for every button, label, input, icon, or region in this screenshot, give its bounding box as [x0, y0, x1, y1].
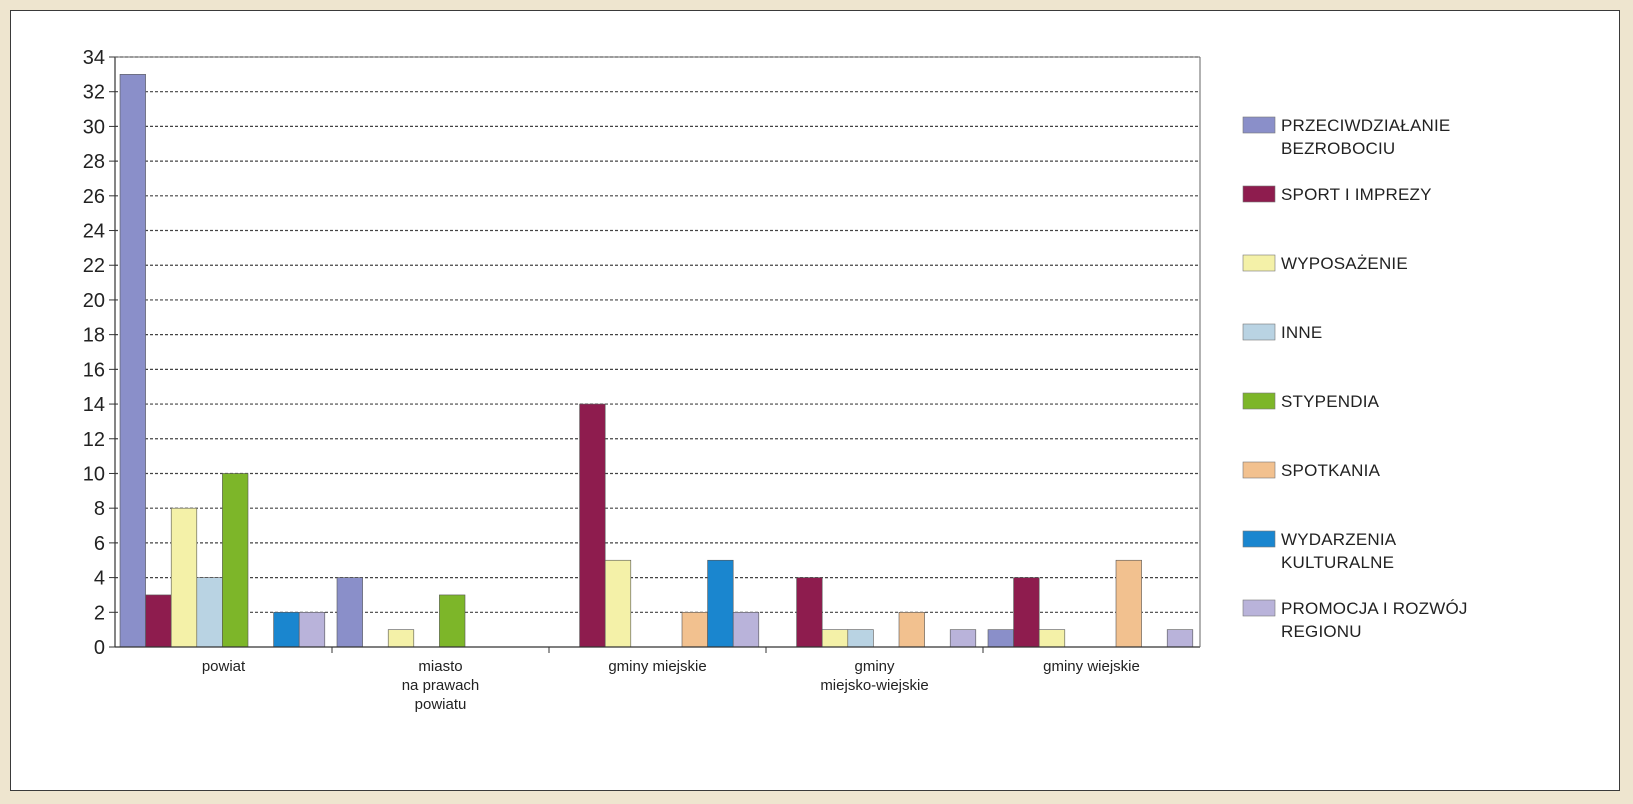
bar: [387, 629, 415, 648]
legend-label: REGIONU: [1281, 622, 1362, 641]
legend: PRZECIWDZIAŁANIE BEZROBOCIU SPORT I IMPREZ…: [1242, 116, 1468, 641]
legend-label: PRZECIWDZIAŁANIE: [1281, 116, 1450, 135]
legend-swatch: [1242, 254, 1276, 272]
legend-swatch: [1242, 116, 1276, 134]
y-tick-label: 20: [83, 290, 105, 312]
x-tick-label: gminy: [854, 658, 895, 675]
x-tick-label: powiatu: [415, 696, 467, 713]
bar: [1166, 629, 1194, 648]
x-tick-label: miejsko-wiejskie: [820, 677, 928, 694]
chart-frame: 0 2 4 6 8 10 12 14 16 18 20 22 24 26 28 30 32 34 powiat mia…: [10, 10, 1620, 791]
y-tick-label: 8: [94, 498, 105, 520]
bar: [847, 629, 874, 648]
bar: [681, 611, 708, 648]
legend-swatch: [1242, 530, 1276, 548]
bar: [579, 403, 606, 648]
legend-label: INNE: [1281, 323, 1322, 342]
bar: [222, 473, 249, 648]
y-tick-label: 16: [83, 359, 105, 381]
y-tick-label: 30: [83, 116, 105, 138]
legend-label: STYPENDIA: [1281, 392, 1380, 411]
y-tick-label: 28: [83, 151, 105, 173]
legend-label: SPORT I IMPREZY: [1281, 185, 1432, 204]
y-tick-label: 6: [94, 533, 105, 555]
bar: [145, 594, 172, 648]
y-tick-label: 14: [83, 394, 105, 416]
bar: [170, 507, 198, 648]
legend-label: WYPOSAŻENIE: [1281, 254, 1408, 273]
bar: [604, 559, 632, 648]
x-tick-label: gminy miejskie: [608, 658, 706, 675]
bar: [796, 577, 823, 648]
y-tick-label: 0: [94, 637, 105, 659]
y-tick-label: 22: [83, 255, 105, 277]
legend-label: WYDARZENIA: [1281, 530, 1397, 549]
bar: [821, 629, 849, 648]
bar: [196, 577, 223, 648]
legend-swatch: [1242, 461, 1276, 479]
legend-swatch: [1242, 599, 1276, 617]
y-tick-label: 4: [94, 568, 105, 590]
x-tick-label: miasto: [418, 658, 462, 675]
y-tick-label: 24: [83, 221, 105, 243]
bar: [732, 611, 760, 648]
bar: [707, 559, 734, 648]
x-tick-label: na prawach: [402, 677, 480, 694]
legend-label: SPOTKANIA: [1281, 461, 1381, 480]
legend-label: PROMOCJA I ROZWÓJ: [1281, 599, 1468, 618]
legend-swatch: [1242, 392, 1276, 410]
y-tick-label: 34: [83, 47, 105, 69]
bars: [119, 74, 1194, 648]
bar: [119, 74, 146, 648]
bar: [298, 611, 326, 648]
bar: [987, 629, 1014, 648]
legend-label: KULTURALNE: [1281, 553, 1394, 572]
legend-swatch: [1242, 323, 1276, 341]
grid-lines: [115, 56, 1200, 613]
y-tick-label: 32: [83, 82, 105, 104]
bar: [336, 577, 363, 648]
y-tick-label: 26: [83, 186, 105, 208]
y-tick-label: 2: [94, 602, 105, 624]
bar: [1038, 629, 1066, 648]
y-tick-label: 10: [83, 463, 105, 485]
y-tick-label: 18: [83, 325, 105, 347]
bar: [949, 629, 977, 648]
x-tick-label: powiat: [202, 658, 246, 675]
bar: [898, 611, 925, 648]
bar: [439, 594, 466, 648]
bar: [273, 611, 300, 648]
axes: [109, 56, 1201, 653]
x-tick-label: gminy wiejskie: [1043, 658, 1140, 675]
y-tick-label: 12: [83, 429, 105, 451]
legend-swatch: [1242, 185, 1276, 203]
legend-label: BEZROBOCIU: [1281, 139, 1395, 158]
bar: [1013, 577, 1040, 648]
bar: [1115, 559, 1142, 648]
